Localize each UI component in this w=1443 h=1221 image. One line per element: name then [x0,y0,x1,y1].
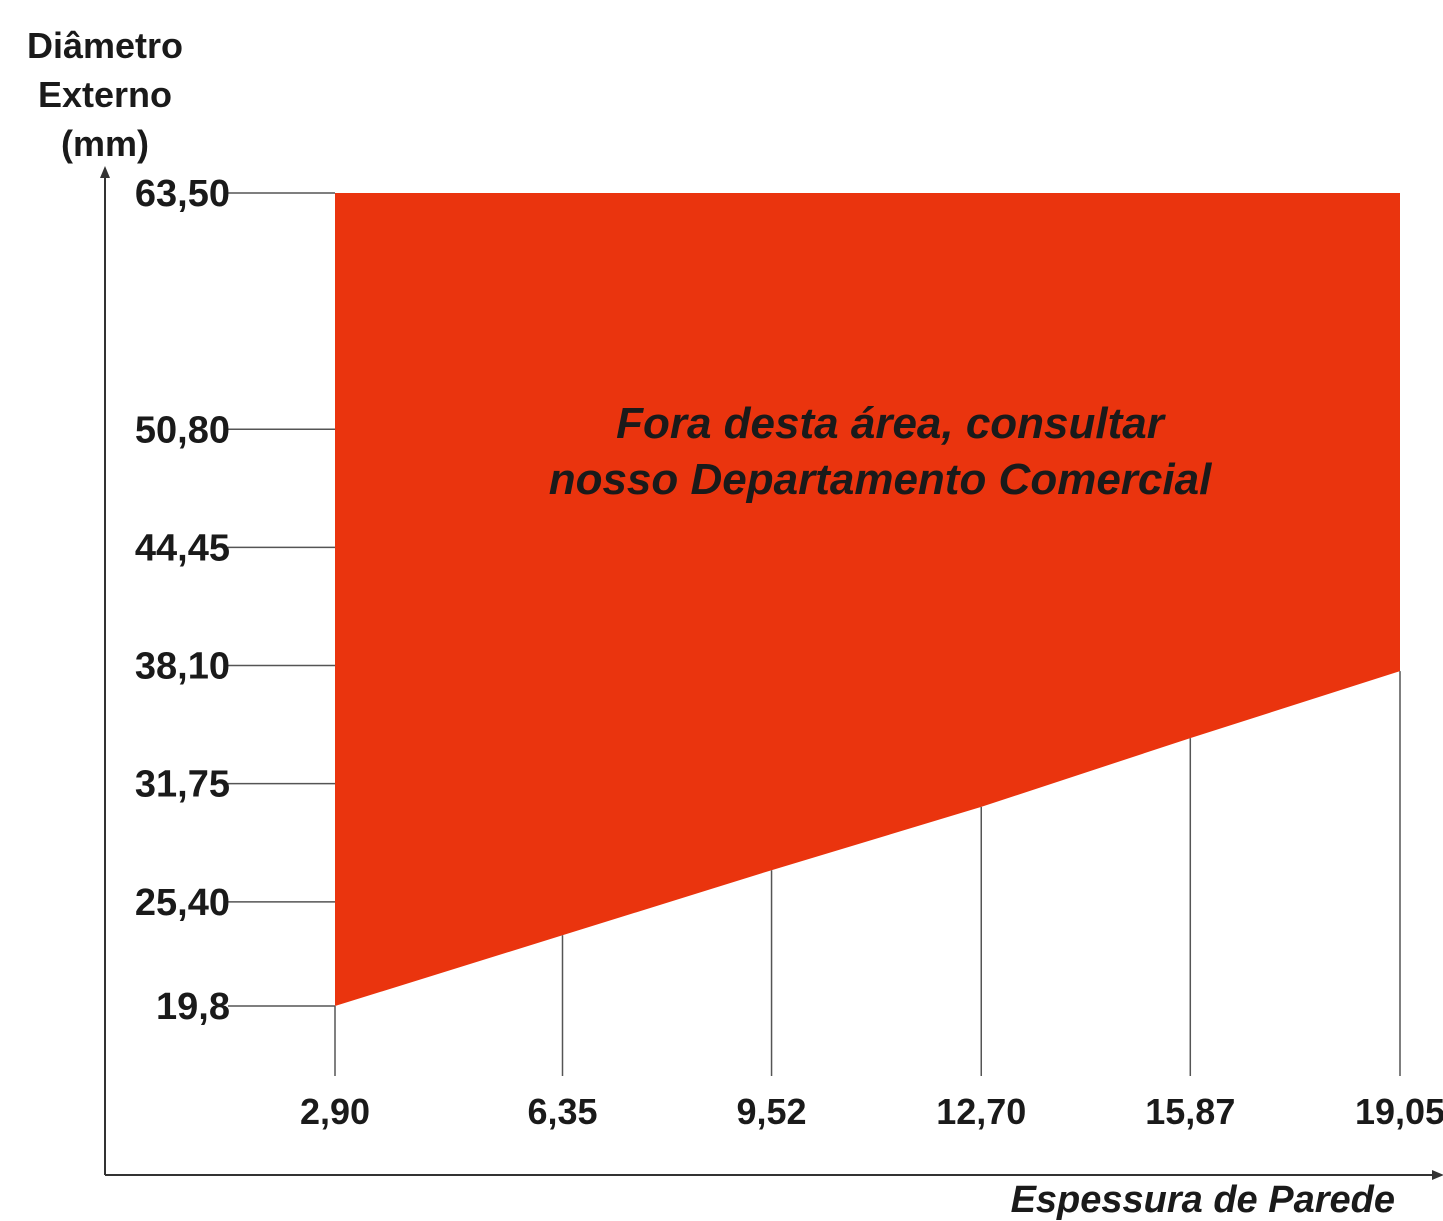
annotation-line-1: Fora desta área, consultar [616,399,1167,448]
y-tick-label: 25,40 [135,882,230,924]
grid-layer [228,192,1401,1076]
x-tick-label: 12,70 [936,1091,1026,1132]
y-tick-label: 44,45 [135,527,230,569]
y-tick-label: 50,80 [135,409,230,451]
y-axis-label-line-3: (mm) [61,123,149,164]
consult-region [335,193,1400,1006]
y-tick-label: 38,10 [135,646,230,688]
x-tick-label: 9,52 [737,1091,807,1132]
annotation-line-2: nosso Departamento Comercial [549,455,1212,504]
x-tick-label: 2,90 [300,1091,370,1132]
y-tick-label: 31,75 [135,764,230,806]
x-tick-labels: 2,90 6,35 9,52 12,70 15,87 19,05 [300,1091,1443,1132]
y-tick-label: 19,8 [156,986,230,1028]
y-axis-label-line-1: Diâmetro [27,25,183,66]
x-tick-label: 19,05 [1355,1091,1443,1132]
x-tick-label: 6,35 [527,1091,597,1132]
y-axis-label-line-2: Externo [38,74,172,115]
region-layer [335,193,1400,1006]
x-axis-label: Espessura de Parede [1011,1179,1395,1221]
x-tick-label: 15,87 [1145,1091,1235,1132]
y-tick-label: 63,50 [135,173,230,215]
y-tick-labels: 63,50 50,80 44,45 38,10 31,75 25,40 19,8 [135,173,230,1028]
